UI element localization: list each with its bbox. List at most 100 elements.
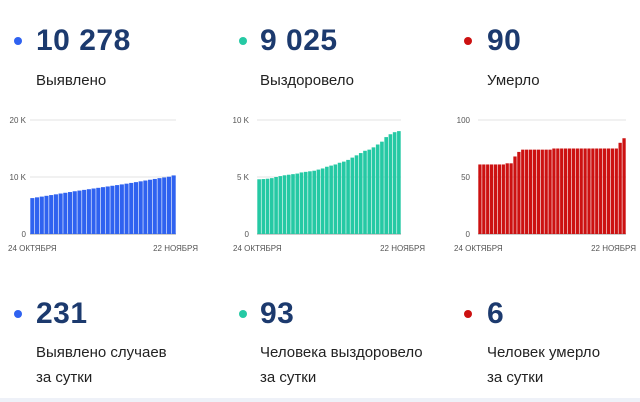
stat-column-recovered: 9 025 Выздоровело 0 5 K 10 K 24 ОКТЯБРЯ 22 Н… xyxy=(227,0,437,402)
died-bar xyxy=(517,151,521,234)
recovered-bar xyxy=(346,159,350,234)
died-bar xyxy=(579,148,583,234)
recovered-daily-label: Человека выздоровело за сутки xyxy=(260,340,423,390)
died-bar xyxy=(622,138,626,234)
recovered-bar xyxy=(316,169,321,234)
died-bar xyxy=(544,149,548,234)
died-bar xyxy=(509,163,513,234)
recovered-bar xyxy=(388,134,393,234)
detected-bar xyxy=(129,182,134,234)
died-label: Умерло xyxy=(487,72,540,89)
bottom-divider xyxy=(0,398,640,402)
died-bar xyxy=(478,164,482,234)
died-dot xyxy=(464,37,472,45)
recovered-y-tick-label: 0 xyxy=(245,230,250,239)
recovered-bar xyxy=(270,178,274,234)
detected-bar xyxy=(152,178,157,234)
recovered-bar xyxy=(350,157,355,234)
recovered-bar xyxy=(295,173,300,234)
recovered-bar xyxy=(261,179,266,234)
died-bar xyxy=(521,149,525,234)
died-daily-label: Человек умерло за сутки xyxy=(487,340,600,390)
died-bar xyxy=(595,148,599,234)
detected-bar xyxy=(53,194,58,234)
detected-bar xyxy=(138,181,143,234)
detected-label: Выявлено xyxy=(36,72,107,89)
died-bar xyxy=(482,164,486,234)
died-daily-label-line2: за сутки xyxy=(487,369,544,386)
died-bar xyxy=(513,156,517,234)
died-bar xyxy=(583,148,587,234)
detected-daily-label-line1: Выявлено случаев xyxy=(36,344,167,361)
recovered-x-start-label: 24 ОКТЯБРЯ xyxy=(233,244,282,253)
detected-bar xyxy=(115,185,120,234)
detected-y-tick-label: 10 K xyxy=(10,173,27,182)
recovered-bar xyxy=(274,177,278,234)
died-bar xyxy=(493,164,498,234)
detected-bar xyxy=(72,191,77,234)
detected-bar xyxy=(124,183,129,234)
died-total: 90 xyxy=(487,24,522,57)
died-bar xyxy=(599,148,603,234)
recovered-bar xyxy=(392,132,397,234)
detected-bar xyxy=(44,195,49,234)
detected-bar xyxy=(157,178,162,234)
recovered-bar xyxy=(380,141,384,234)
died-x-end-label: 22 НОЯБРЯ xyxy=(591,244,636,253)
recovered-bar xyxy=(282,175,287,234)
recovered-bar xyxy=(265,178,270,234)
recovered-total: 9 025 xyxy=(260,24,338,57)
died-daily-dot xyxy=(464,310,472,318)
died-bar xyxy=(563,148,568,234)
recovered-daily-dot xyxy=(239,310,247,318)
detected-daily-value: 231 xyxy=(36,297,88,330)
recovered-dot xyxy=(239,37,247,45)
detected-bar xyxy=(148,179,153,234)
died-bar xyxy=(575,148,579,234)
recovered-daily-label-line1: Человека выздоровело xyxy=(260,344,423,361)
died-bar xyxy=(567,148,572,234)
died-bar xyxy=(501,164,505,234)
recovered-daily-value: 93 xyxy=(260,297,295,330)
died-bar xyxy=(614,148,618,234)
recovered-bar xyxy=(312,170,316,234)
died-bar xyxy=(610,148,615,234)
detected-bar xyxy=(143,180,148,234)
died-bar xyxy=(602,148,607,234)
died-bar xyxy=(489,164,494,234)
died-daily-value: 6 xyxy=(487,297,505,330)
detected-bar xyxy=(67,192,73,234)
recovered-y-tick-label: 5 K xyxy=(237,173,250,182)
died-bar xyxy=(525,149,529,234)
died-bar xyxy=(556,148,560,234)
died-y-tick-label: 0 xyxy=(466,230,471,239)
died-bar xyxy=(548,149,552,234)
recovered-bar xyxy=(371,147,376,234)
recovered-y-tick-label: 10 K xyxy=(233,116,250,125)
detected-bar xyxy=(35,197,40,234)
detected-bar xyxy=(63,192,68,234)
died-daily-label-line1: Человек умерло xyxy=(487,344,601,361)
recovered-bar xyxy=(286,174,291,234)
detected-daily-label-line2: за сутки xyxy=(36,369,93,386)
died-bar xyxy=(486,164,490,234)
died-bar xyxy=(536,149,541,234)
died-bar xyxy=(540,149,544,234)
died-bar xyxy=(552,148,556,234)
detected-y-tick-label: 20 K xyxy=(10,116,27,125)
detected-bar xyxy=(91,188,96,234)
detected-dot xyxy=(14,37,22,45)
recovered-bar xyxy=(325,166,329,234)
recovered-bar xyxy=(384,137,388,234)
recovered-bar xyxy=(303,171,308,234)
detected-bar xyxy=(86,189,91,234)
detected-daily-dot xyxy=(14,310,22,318)
detected-bar xyxy=(77,190,82,234)
recovered-bar xyxy=(358,153,363,234)
died-x-start-label: 24 ОКТЯБРЯ xyxy=(454,244,503,253)
detected-bar xyxy=(171,175,176,234)
detected-bar xyxy=(39,196,44,234)
died-bar xyxy=(618,142,622,234)
detected-bar xyxy=(162,177,167,234)
recovered-bar xyxy=(291,174,295,234)
